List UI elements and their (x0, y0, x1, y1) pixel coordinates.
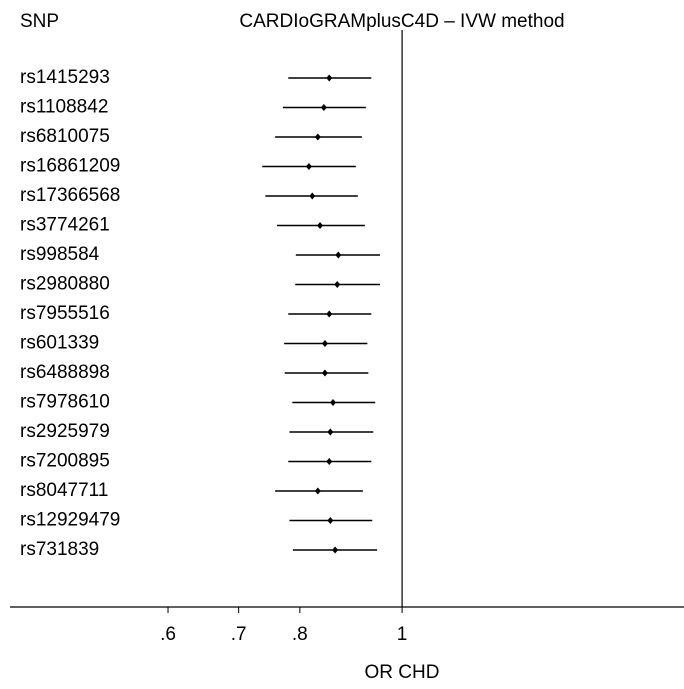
snp-label: rs2980880 (20, 274, 110, 295)
point-estimate (321, 340, 328, 347)
point-estimate (327, 517, 334, 524)
x-axis-label: OR CHD (365, 662, 440, 683)
point-estimate (305, 163, 312, 170)
x-tick-label: 1 (397, 624, 408, 645)
point-estimate (326, 74, 333, 82)
snp-label: rs6810075 (20, 126, 110, 147)
snp-label: rs1108842 (20, 97, 108, 118)
point-estimate (332, 546, 339, 554)
point-estimate (320, 104, 327, 111)
snp-label: rs7978610 (20, 392, 110, 413)
x-tick-label: .8 (292, 624, 308, 645)
point-estimate (329, 399, 336, 406)
point-estimate (309, 192, 316, 200)
snp-label: rs3774261 (20, 215, 110, 236)
chart-title: CARDIoGRAMplusC4D – IVW method (239, 11, 564, 32)
point-estimate (321, 369, 328, 377)
point-estimate (326, 458, 333, 465)
x-tick-label: .6 (160, 624, 176, 645)
category-header: SNP (20, 11, 59, 32)
point-estimate (334, 281, 341, 288)
snp-label: rs7200895 (20, 451, 110, 472)
snp-label: rs6488898 (20, 362, 110, 383)
snp-label: rs7955516 (20, 303, 110, 324)
snp-label: rs998584 (20, 244, 100, 265)
point-estimate (314, 133, 321, 141)
snp-label: rs1415293 (20, 67, 110, 88)
snp-label: rs12929479 (20, 510, 120, 531)
snp-label: rs2925979 (20, 421, 110, 442)
snp-label: rs601339 (20, 333, 99, 354)
x-tick-label: .7 (231, 624, 247, 645)
point-estimate (314, 487, 321, 495)
snp-label: rs16861209 (20, 156, 120, 177)
snp-label: rs8047711 (20, 480, 108, 501)
snp-label: rs17366568 (20, 185, 120, 206)
point-estimate (326, 310, 333, 318)
point-estimate (317, 222, 324, 229)
point-estimate (327, 428, 334, 436)
snp-label: rs731839 (20, 539, 99, 560)
point-estimate (335, 251, 342, 259)
